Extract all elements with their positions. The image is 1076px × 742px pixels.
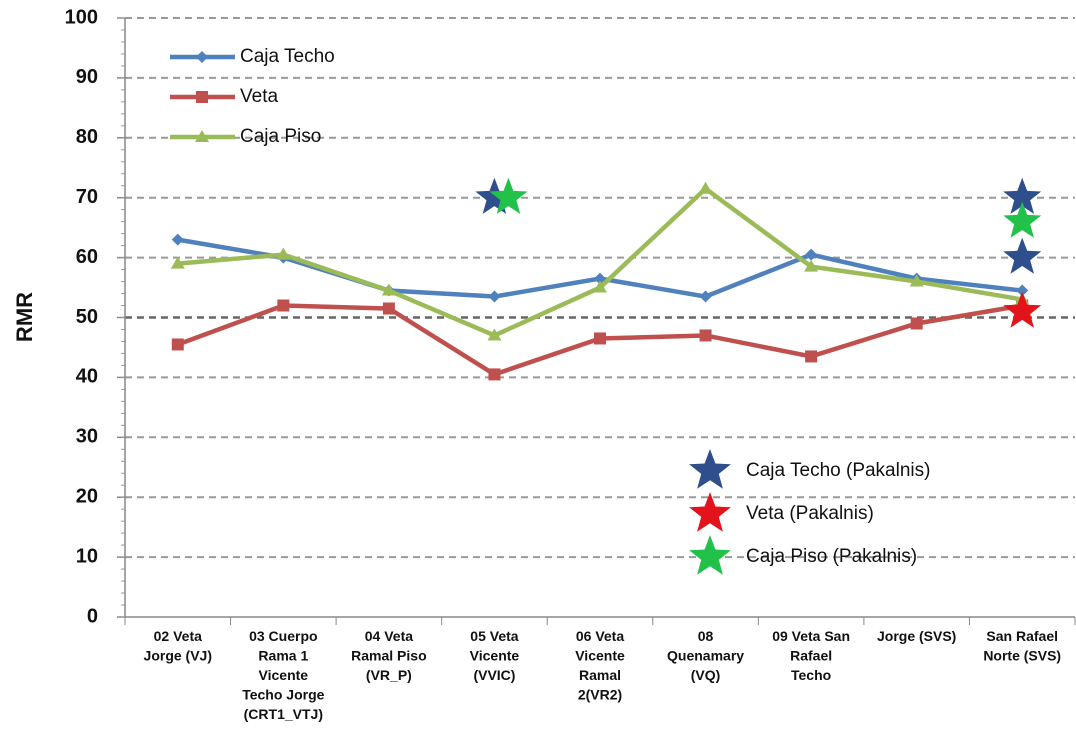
point [196,51,208,63]
y-axis-label: RMR [12,292,37,342]
x-tick-label: 06 Veta Vicente Ramal 2(VR2) [575,628,625,703]
point [277,299,290,312]
point [910,317,923,330]
y-tick-label: 90 [76,66,98,88]
point [171,338,184,351]
point [382,302,395,315]
x-tick-label: 09 Veta San Rafael Techo [772,628,850,683]
x-tick-label: Jorge (SVS) [877,628,956,644]
legend-label: Caja Techo (Pakalnis) [746,460,930,481]
legend-label: Caja Techo [240,46,335,67]
point [805,248,818,261]
point [594,332,606,345]
point [699,329,712,342]
star [1003,291,1042,328]
point [276,247,291,260]
legend-star [689,492,731,532]
legend-star [689,535,731,575]
point [195,130,209,142]
y-tick-label: 60 [76,246,98,268]
star [1003,201,1042,238]
y-tick-label: 10 [76,545,98,567]
y-tick-label: 40 [76,366,98,388]
point [381,283,396,296]
x-tick-label: San Rafael Norte (SVS) [983,628,1061,664]
y-tick-label: 80 [76,126,98,148]
point [170,256,185,269]
star [475,177,514,214]
x-tick-label: 04 Veta Ramal Piso (VR_P) [351,628,426,683]
star [1003,237,1042,274]
y-tick-label: 0 [87,605,98,627]
point [698,181,713,194]
star [1003,177,1042,214]
legend-star [689,449,731,489]
x-tick-label: 08 Quenamary (VQ) [667,628,744,683]
y-tick-label: 100 [65,6,98,28]
legend-label: Caja Piso [240,126,321,147]
legend-label: Veta [240,86,278,107]
y-tick-label: 70 [76,186,98,208]
point [487,328,502,341]
point [909,274,924,287]
point [805,350,818,363]
series-line [177,185,1023,338]
star [489,177,528,214]
x-tick-label: 02 Veta Jorge (VJ) [144,628,212,664]
y-tick-label: 20 [76,485,98,507]
legend-label: Caja Piso (Pakalnis) [746,546,917,567]
point [171,233,184,246]
x-tick-label: 05 Veta Vicente (VVIC) [470,628,520,683]
point [196,91,208,103]
point [804,259,819,272]
y-tick-label: 30 [76,426,98,448]
point [488,290,501,303]
x-tick-label: 03 Cuerpo Rama 1 Vicente Techo Jorge (CRT1_V… [242,628,324,722]
y-tick-label: 50 [76,306,98,328]
point [1016,284,1029,297]
point [699,290,712,303]
point [488,368,501,381]
point [594,272,606,285]
legend-label: Veta (Pakalnis) [746,503,874,524]
point [593,280,607,293]
